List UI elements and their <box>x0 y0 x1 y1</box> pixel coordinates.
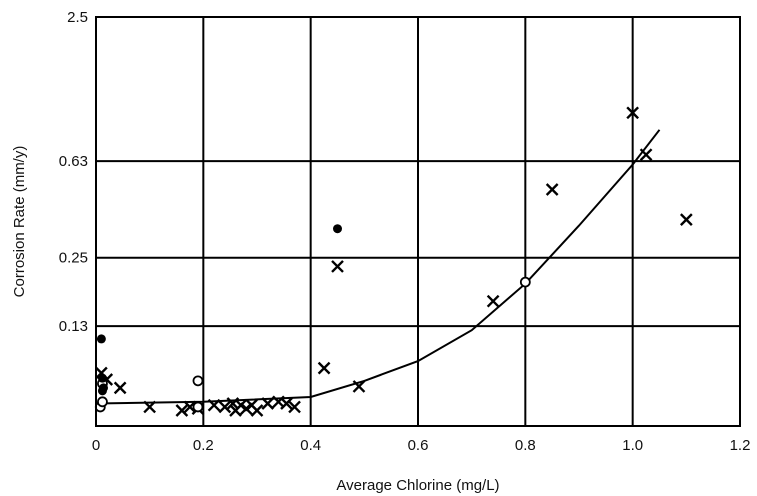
open-circle-marker <box>192 401 204 413</box>
fit-curve <box>95 129 661 405</box>
x-tick-labels: 0 0.2 0.4 0.6 0.8 1.0 1.2 <box>92 437 751 454</box>
x-marker <box>218 400 232 414</box>
y-tick-label: 0.25 <box>59 250 88 267</box>
filled-circle-marker <box>97 373 107 383</box>
grid-lines <box>96 17 740 426</box>
x-tick-label: 0.8 <box>515 437 536 454</box>
x-marker <box>113 381 127 395</box>
open-circle-marker <box>519 276 531 288</box>
x-marker <box>250 404 264 417</box>
x-marker <box>331 260 344 273</box>
open-circle-marker <box>192 375 204 387</box>
y-tick-label: 0.63 <box>59 153 88 170</box>
filled-circle-marker <box>333 224 342 234</box>
x-marker <box>317 361 331 375</box>
x-tick-label: 1.0 <box>622 437 643 454</box>
data-markers <box>94 106 693 417</box>
x-marker <box>143 400 157 414</box>
filled-circle-marker <box>96 334 106 344</box>
y-axis-title: Corrosion Rate (mm/y) <box>11 146 28 298</box>
x-marker <box>679 213 693 226</box>
x-marker <box>486 294 500 308</box>
x-marker <box>207 398 221 412</box>
x-marker <box>261 397 275 410</box>
x-tick-label: 0.4 <box>300 437 321 454</box>
y-tick-label: 0.13 <box>59 318 88 335</box>
x-tick-label: 0.2 <box>193 437 214 454</box>
x-marker <box>639 148 653 162</box>
x-marker <box>288 400 301 414</box>
open-circle-marker <box>97 396 108 408</box>
fit-curve-layer <box>95 129 661 405</box>
y-tick-label: 2.5 <box>67 9 88 26</box>
x-tick-label: 0 <box>92 437 100 454</box>
x-marker <box>175 404 189 417</box>
x-tick-label: 1.2 <box>730 437 751 454</box>
x-marker <box>352 380 366 393</box>
filled-circle-marker <box>99 383 109 393</box>
x-marker <box>280 397 293 410</box>
plot-frame <box>95 16 741 427</box>
y-tick-labels: 0.13 0.25 0.63 2.5 <box>59 9 88 335</box>
x-axis-title: Average Chlorine (mg/L) <box>336 477 499 494</box>
x-tick-label: 0.6 <box>408 437 429 454</box>
x-marker <box>545 183 559 196</box>
x-marker <box>626 106 640 120</box>
